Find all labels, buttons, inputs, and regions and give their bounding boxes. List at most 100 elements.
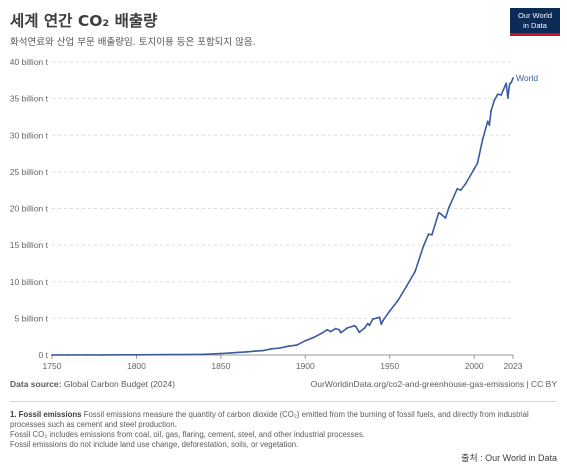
data-point: [368, 324, 371, 327]
data-point: [371, 318, 374, 321]
data-point: [253, 350, 256, 353]
data-point: [358, 331, 361, 334]
data-point: [186, 353, 188, 356]
data-point: [456, 187, 459, 190]
footnote-line2: Fossil CO₂ includes emissions from coal,…: [10, 430, 365, 439]
data-point: [326, 328, 329, 331]
x-tick-label: 1750: [43, 361, 62, 371]
data-point: [346, 326, 349, 329]
data-point: [505, 82, 508, 85]
data-point: [101, 353, 104, 356]
y-tick-label: 0 t: [39, 350, 49, 360]
x-tick-label: 2000: [465, 361, 484, 371]
data-point: [135, 353, 138, 356]
data-point: [287, 345, 290, 348]
series-label-world: World: [516, 73, 538, 83]
data-point: [490, 110, 492, 112]
footnote-line1: Fossil emissions measure the quantity of…: [10, 410, 529, 429]
data-point: [169, 353, 172, 356]
y-tick-label: 15 billion t: [10, 240, 49, 250]
footnotes: 1. Fossil emissions Fossil emissions mea…: [10, 410, 560, 450]
x-tick-label: 1800: [127, 361, 146, 371]
x-axis-ticks: 1750 1800 1850 1900 1950 2000 2023: [43, 355, 523, 371]
data-point: [378, 316, 381, 319]
y-tick-label: 35 billion t: [10, 94, 49, 104]
data-point: [459, 189, 462, 192]
data-point: [512, 77, 514, 80]
data-point: [118, 353, 121, 356]
chart-title: 세계 연간 CO₂ 배출량: [10, 12, 158, 30]
series-line-world[interactable]: [52, 77, 514, 356]
line-chart: 0 t 5 billion t 10 billion t 15 billion t 20…: [10, 57, 539, 371]
data-point: [500, 94, 503, 96]
footer-divider: [10, 401, 557, 402]
data-point: [262, 349, 264, 352]
data-point: [431, 233, 433, 236]
data-point: [473, 168, 476, 170]
y-tick-label: 20 billion t: [10, 204, 49, 214]
data-point: [279, 347, 281, 349]
data-point: [380, 323, 383, 326]
data-point: [397, 299, 400, 301]
logo-line1: Our World: [517, 11, 553, 20]
source-credit: 출처 : Our World in Data: [461, 453, 557, 463]
data-point: [447, 206, 450, 209]
data-source-value: Global Carbon Budget (2024): [63, 379, 175, 389]
data-point: [427, 233, 430, 236]
data-point: [481, 138, 484, 141]
x-tick-label: 2023: [504, 361, 523, 371]
source-url-block: OurWorldinData.org/co2-and-greenhouse-ga…: [311, 379, 557, 389]
data-source: Data source: Global Carbon Budget (2024): [10, 379, 175, 389]
data-point: [339, 331, 342, 334]
data-point: [366, 322, 369, 325]
y-tick-label: 10 billion t: [10, 277, 49, 287]
data-point: [476, 162, 479, 164]
footnote-title: 1. Fossil emissions: [10, 410, 82, 419]
grid-lines: [52, 61, 513, 356]
series-group: World: [51, 73, 538, 356]
data-point: [295, 344, 298, 347]
x-tick-label: 1850: [211, 361, 230, 371]
data-point: [405, 285, 408, 288]
chart-subtitle: 화석연료와 산업 부문 배출량임. 토지이용 등은 포함되지 않음.: [10, 37, 256, 48]
logo-line2: in Data: [523, 20, 547, 30]
data-point: [388, 310, 391, 312]
data-point: [67, 354, 70, 356]
data-point: [437, 211, 440, 214]
data-point: [464, 182, 467, 185]
data-point: [329, 330, 332, 333]
y-tick-label: 5 billion t: [14, 313, 48, 323]
footnote-line3: Fossil emissions do not include land use…: [10, 440, 299, 449]
data-point: [51, 354, 53, 356]
data-source-label: Data source:: [10, 379, 62, 389]
source-url[interactable]: OurWorldinData.org/co2-and-greenhouse-ga…: [310, 379, 525, 389]
x-tick-label: 1900: [296, 361, 315, 371]
y-tick-label: 30 billion t: [10, 130, 49, 140]
license-label: | CC BY: [524, 379, 557, 389]
data-point: [355, 325, 357, 328]
data-point: [414, 270, 416, 273]
data-point: [353, 324, 356, 327]
data-point: [508, 83, 511, 85]
data-point: [382, 319, 384, 322]
data-point: [510, 81, 513, 84]
y-axis-ticks: 0 t 5 billion t 10 billion t 15 billion t 20…: [10, 57, 49, 360]
data-point: [304, 339, 307, 342]
data-point: [84, 353, 87, 356]
footnote-1: 1. Fossil emissions Fossil emissions mea…: [10, 410, 560, 430]
data-point: [219, 352, 222, 355]
data-point: [312, 336, 315, 339]
data-point: [488, 124, 491, 126]
data-point: [444, 217, 447, 219]
data-point: [334, 327, 337, 330]
y-tick-label: 40 billion t: [10, 57, 49, 67]
x-tick-label: 1950: [380, 361, 399, 371]
data-point: [236, 351, 239, 354]
data-point: [493, 99, 496, 101]
owid-logo[interactable]: Our World in Data: [510, 8, 560, 36]
data-point: [439, 212, 442, 215]
data-point: [245, 351, 248, 353]
data-point: [321, 332, 324, 334]
data-point: [507, 96, 509, 99]
data-point: [486, 120, 489, 123]
